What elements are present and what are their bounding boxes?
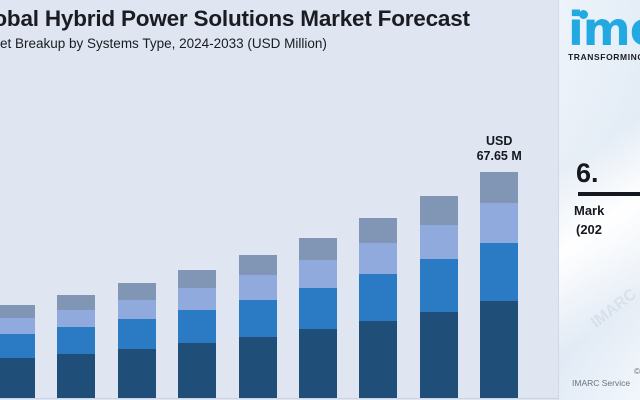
bar-segment-2032-solar-wind-diesel: [419, 224, 458, 260]
bar-segment-2031-solar-diesel: [359, 320, 398, 398]
bar-2030: [299, 237, 337, 398]
bar-segment-2028-wind-diesel: [178, 310, 217, 344]
bar-segment-2028-others: [178, 270, 217, 289]
bar-segment-2032-wind-diesel: [419, 259, 458, 312]
bar-2027: [117, 283, 156, 398]
stat-divider: [578, 192, 640, 196]
chart-panel: Global Hybrid Power Solutions Market For…: [0, 6, 558, 399]
stat-caption-line1: Mark: [574, 203, 605, 218]
stat-caption-line2: (202: [576, 222, 603, 237]
bar-2025: [0, 305, 35, 398]
value-label-amount: 67.65 M: [476, 149, 522, 164]
panel-background-graphic: [558, 0, 640, 400]
chart-subtitle: Market Breakup by Systems Type, 2024-203…: [0, 36, 327, 51]
bar-segment-2029-solar-wind-diesel: [238, 274, 277, 300]
x-axis-line: [0, 398, 558, 399]
bar-2029: [238, 254, 277, 398]
copyright-symbol: ©: [634, 366, 640, 376]
bar-2032: [419, 196, 458, 398]
logo-tagline: TRANSFORMING: [568, 52, 640, 62]
imarc-branding-panel: IMARC imc TRANSFORMING 6. Mark (202 © IM…: [558, 0, 640, 400]
bar-segment-2033-wind-diesel: [480, 242, 519, 302]
bar-group: [0, 60, 558, 398]
bar-segment-2030-wind-diesel: [299, 287, 337, 330]
bar-segment-2031-wind-diesel: [359, 274, 398, 321]
value-label-2033: USD 67.65 M: [454, 134, 544, 164]
copyright-text: IMARC Service: [572, 378, 631, 388]
bar-segment-2027-wind-diesel: [117, 319, 156, 350]
bar-segment-2025-others: [0, 305, 35, 319]
bar-segment-2026-others: [57, 295, 96, 310]
bar-segment-2027-solar-wind-diesel: [117, 299, 156, 320]
bar-segment-2031-others: [359, 218, 398, 244]
value-label-currency: USD: [485, 134, 513, 149]
bar-segment-2033-solar-diesel: [480, 301, 519, 398]
bar-segment-2028-solar-wind-diesel: [178, 288, 217, 311]
bar-segment-2028-solar-diesel: [178, 343, 217, 398]
bar-segment-2025-solar-wind-diesel: [0, 318, 35, 335]
bar-segment-2033-solar-wind-diesel: [480, 203, 519, 243]
bar-2026: [57, 295, 96, 398]
bar-segment-2031-solar-wind-diesel: [359, 243, 398, 275]
bar-segment-2025-solar-diesel: [0, 358, 35, 398]
bar-segment-2030-others: [299, 237, 337, 260]
bar-segment-2029-wind-diesel: [238, 299, 277, 337]
plot-area: 202520262027202820292030203120322033 USD…: [0, 60, 558, 399]
bar-2028: [178, 270, 217, 398]
chart-title: Global Hybrid Power Solutions Market For…: [0, 6, 470, 31]
bar-segment-2029-others: [238, 254, 277, 275]
bar-segment-2029-solar-diesel: [238, 336, 277, 398]
bar-segment-2033-others: [480, 171, 519, 204]
bar-segment-2032-others: [419, 196, 458, 225]
bar-segment-2027-solar-diesel: [117, 349, 156, 398]
bar-segment-2025-wind-diesel: [0, 334, 35, 359]
logo-dot-icon: [579, 10, 588, 19]
cagr-value: 6.: [576, 158, 599, 188]
imarc-logo: imc: [568, 6, 640, 52]
bar-segment-2026-solar-diesel: [57, 354, 96, 398]
bar-segment-2026-wind-diesel: [57, 327, 96, 355]
bar-segment-2026-solar-wind-diesel: [57, 309, 96, 328]
bar-segment-2032-solar-diesel: [419, 311, 458, 398]
bar-2033: [480, 171, 519, 398]
bar-2031: [359, 218, 398, 398]
bar-segment-2027-others: [117, 283, 156, 300]
bar-segment-2030-solar-wind-diesel: [299, 260, 337, 288]
panel-divider: [558, 0, 559, 400]
bar-segment-2030-solar-diesel: [299, 329, 337, 398]
